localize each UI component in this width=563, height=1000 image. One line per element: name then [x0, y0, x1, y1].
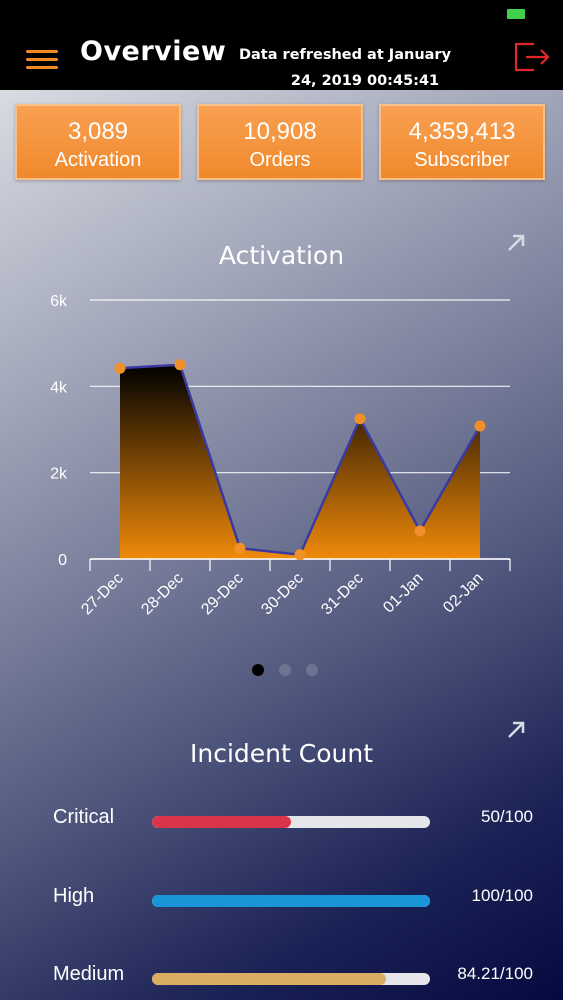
activation-value: 3,089: [67, 118, 129, 145]
incident-progress-track: [152, 895, 430, 907]
y-tick-label: 0: [58, 552, 67, 569]
orders-value: 10,908: [243, 118, 317, 145]
status-bar: [0, 0, 563, 26]
incident-value: 84.21/100: [457, 964, 533, 983]
incident-progress-fill: [152, 816, 291, 828]
incident-progress-fill: [152, 895, 430, 907]
x-tick-label: 29-Dec: [198, 570, 246, 618]
expand-arrow-icon[interactable]: [505, 232, 527, 254]
data-point: [474, 420, 486, 432]
refresh-timestamp: Data refreshed at January 24, 2019 00:45…: [238, 47, 452, 89]
carousel-dot-2[interactable]: [279, 664, 291, 676]
carousel-dots: [252, 661, 333, 680]
orders-stat-card[interactable]: 10,908 Orders: [197, 104, 363, 180]
data-point: [294, 549, 306, 561]
data-point: [234, 542, 246, 554]
incident-label: Critical: [53, 806, 115, 828]
activation-chart-title: Activation: [218, 241, 345, 270]
hamburger-menu-icon[interactable]: [26, 48, 58, 72]
incident-progress-fill: [152, 973, 387, 985]
incident-label: High: [53, 885, 95, 907]
orders-label: Orders: [249, 149, 311, 171]
incident-row-critical: Critical 50/100: [0, 806, 563, 836]
subscriber-stat-card[interactable]: 4,359,413 Subscriber: [379, 104, 545, 180]
activation-stat-card[interactable]: 3,089 Activation: [15, 104, 181, 180]
carousel-dot-1[interactable]: [252, 664, 264, 676]
incident-progress-track: [152, 973, 430, 985]
subscriber-value: 4,359,413: [408, 118, 516, 145]
subscriber-label: Subscriber: [414, 149, 510, 171]
x-tick-label: 28-Dec: [138, 570, 186, 618]
x-tick-label: 30-Dec: [258, 570, 306, 618]
incident-row-high: High 100/100: [0, 885, 563, 915]
area-fill: [120, 364, 480, 559]
y-tick-label: 6k: [50, 293, 68, 310]
carousel-dot-3[interactable]: [306, 664, 318, 676]
incident-value: 50/100: [481, 807, 533, 826]
x-tick-label: 02-Jan: [440, 570, 487, 617]
y-tick-label: 2k: [50, 466, 68, 483]
data-point: [114, 362, 126, 374]
incident-row-medium: Medium 84.21/100: [0, 963, 563, 993]
activation-label: Activation: [54, 149, 142, 171]
logout-icon[interactable]: [512, 40, 552, 74]
incident-progress-track: [152, 816, 430, 828]
expand-arrow-icon[interactable]: [505, 719, 527, 741]
incident-label: Medium: [53, 963, 125, 985]
incident-count-title: Incident Count: [190, 739, 373, 768]
x-tick-label: 31-Dec: [318, 570, 366, 618]
x-tick-label: 01-Jan: [380, 570, 427, 617]
data-point: [414, 525, 426, 537]
incident-value: 100/100: [471, 886, 533, 905]
page-title: Overview: [80, 36, 227, 67]
data-point: [174, 359, 186, 371]
battery-icon: [507, 9, 525, 19]
app-header: Overview Data refreshed at January 24, 2…: [0, 26, 563, 90]
y-tick-label: 4k: [50, 379, 68, 396]
activation-chart: 0 2k 4k 6k 27-Dec 28-Dec 29-Dec 30-Dec 31-Dec 01-…: [50, 293, 511, 618]
x-tick-label: 27-Dec: [78, 570, 126, 618]
data-point: [354, 413, 366, 425]
